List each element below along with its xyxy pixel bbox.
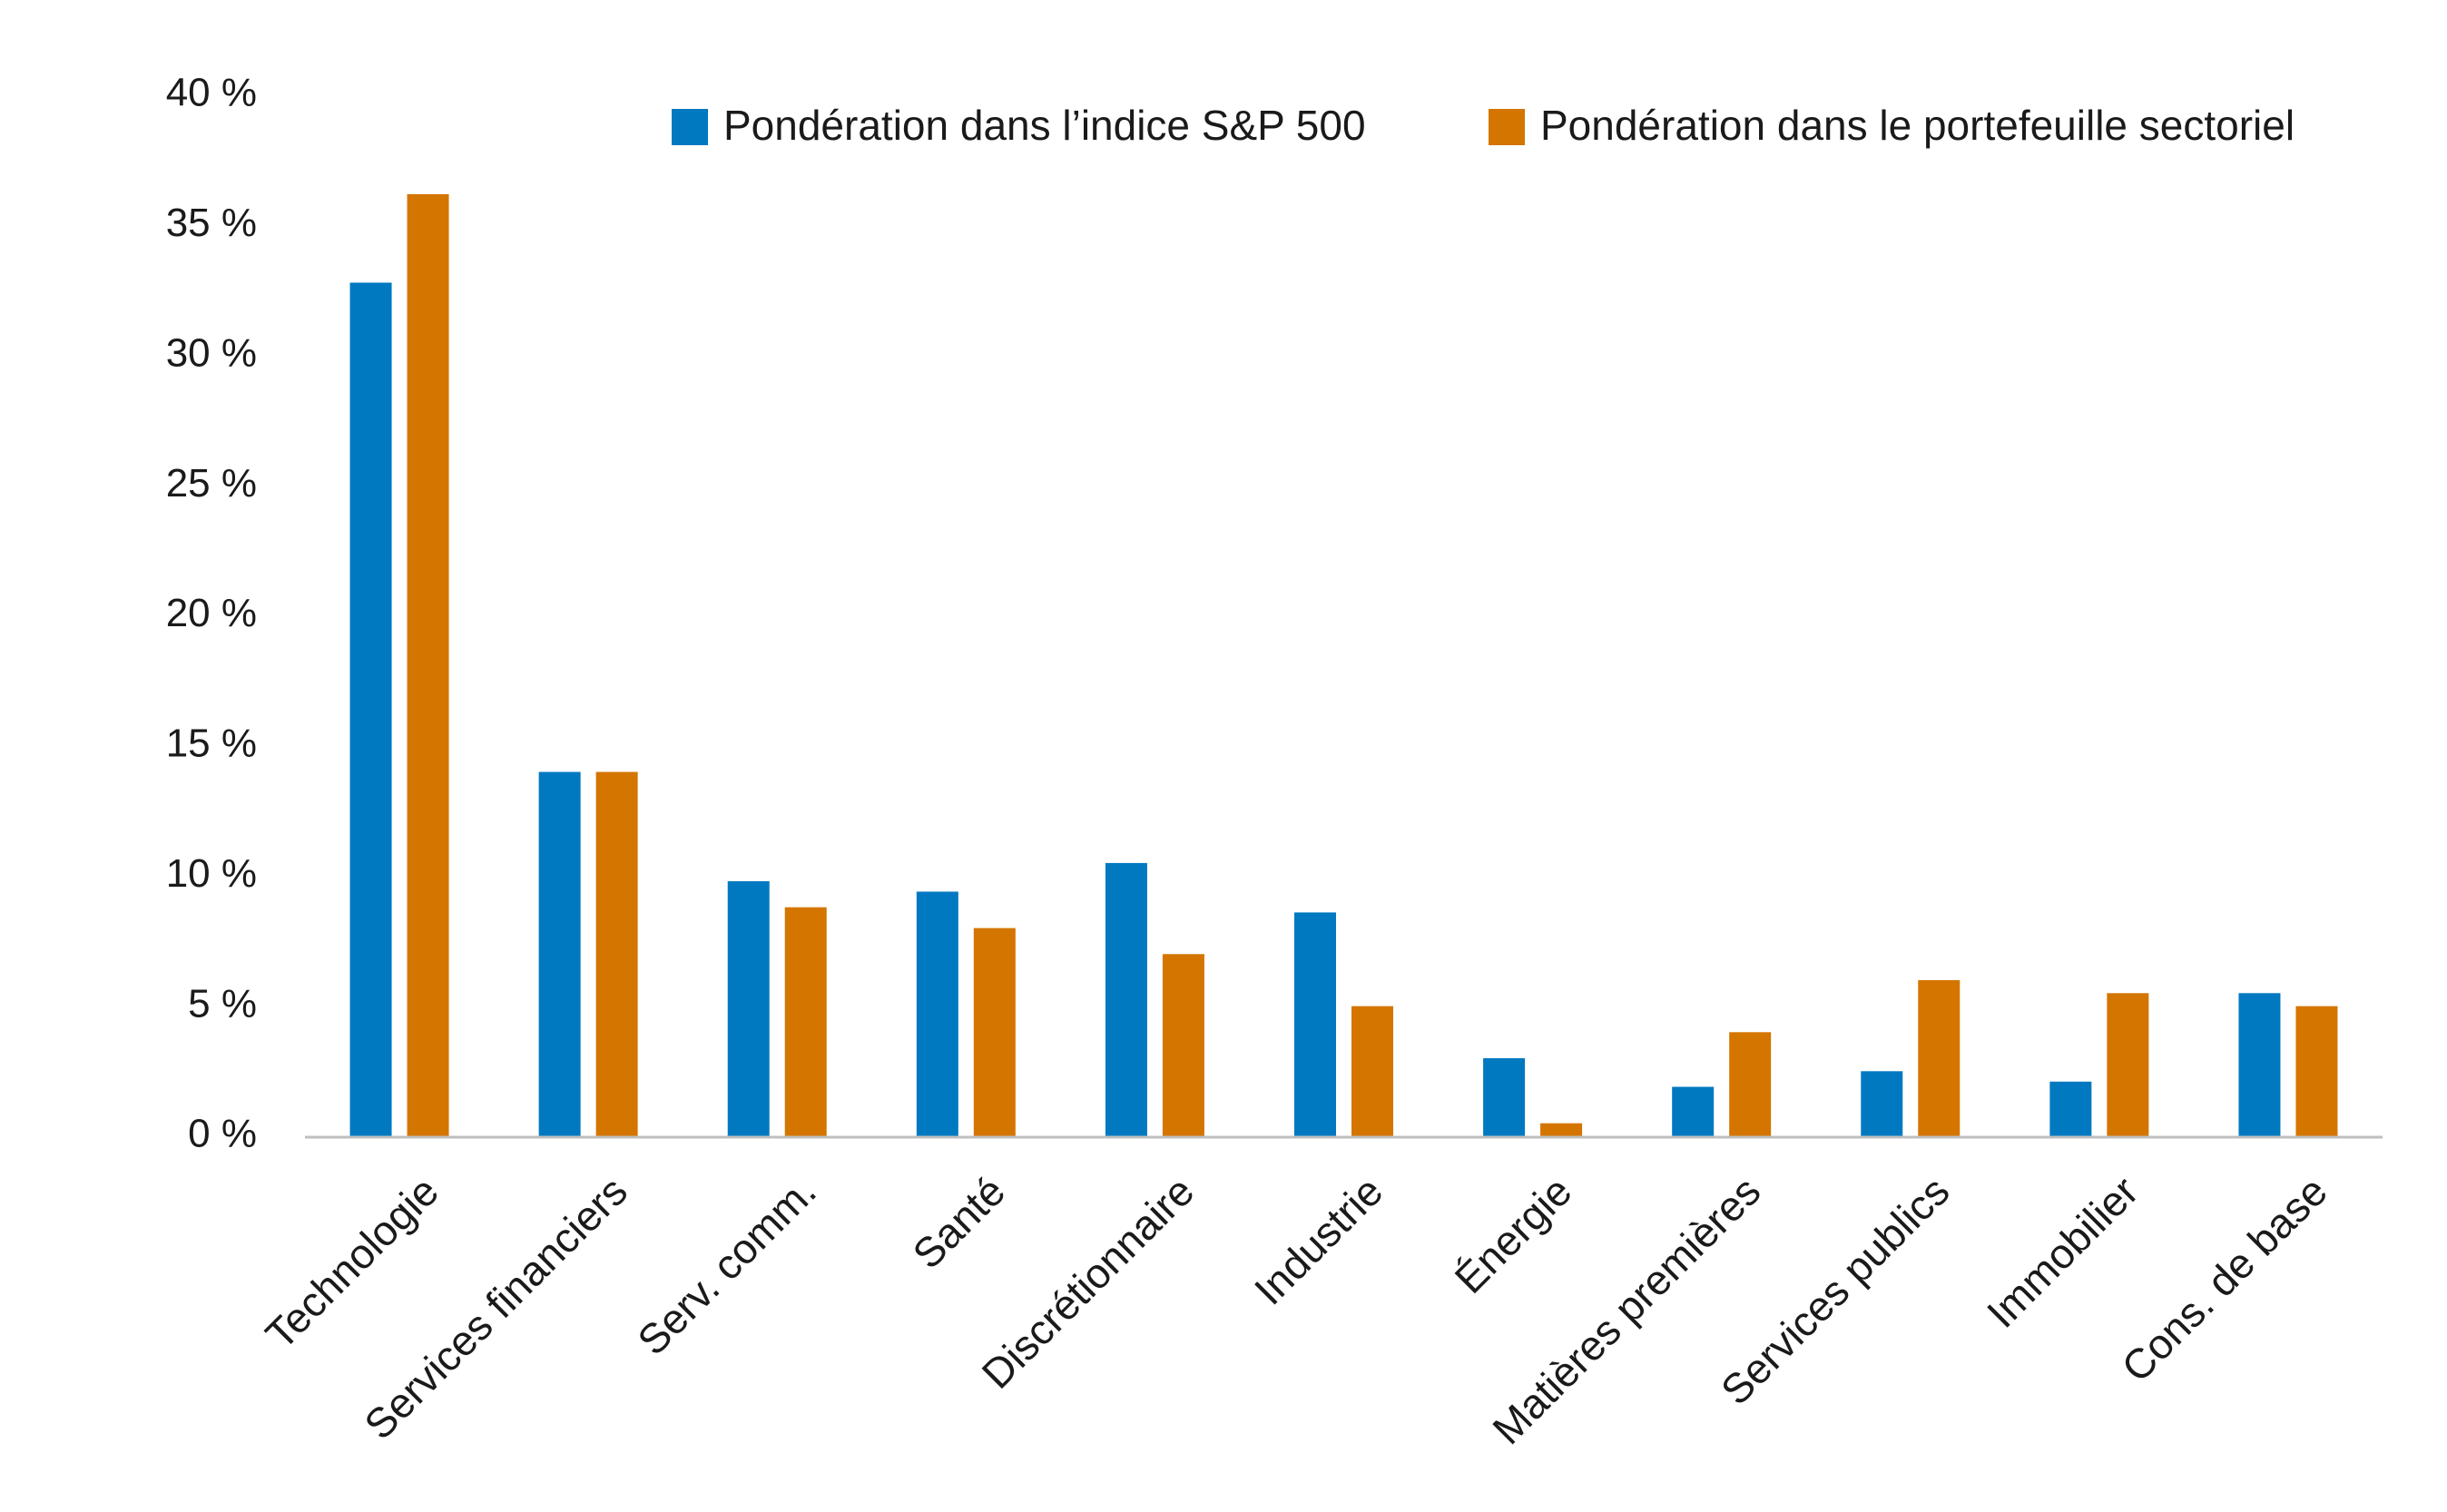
- bar-series-2-7: [1729, 1032, 1772, 1136]
- legend-label-2: Pondération dans le portefeuille sectori…: [1540, 102, 2295, 149]
- x-category-label: Technologie: [256, 1167, 447, 1358]
- bar-series-1-7: [1672, 1086, 1715, 1136]
- bar-series-1-1: [538, 771, 581, 1136]
- legend-swatch-1: [672, 109, 708, 145]
- bar-series-1-10: [2238, 993, 2281, 1136]
- x-category-label: Serv. comm.: [628, 1167, 825, 1364]
- bar-series-1-9: [2049, 1081, 2092, 1136]
- bar-series-2-1: [595, 771, 638, 1136]
- legend-swatch-2: [1489, 109, 1525, 145]
- y-tick-label: 0 %: [188, 1112, 257, 1156]
- y-tick-label: 40 %: [166, 71, 257, 115]
- legend-label-1: Pondération dans l’indice S&P 500: [723, 102, 1366, 149]
- bar-series-1-4: [1105, 862, 1147, 1136]
- bars: [349, 193, 2338, 1137]
- bar-series-2-2: [784, 907, 827, 1136]
- x-category-label: Industrie: [1245, 1167, 1392, 1314]
- x-category-label: Immobilier: [1978, 1167, 2147, 1337]
- y-tick-label: 35 %: [166, 201, 257, 245]
- y-tick-label: 20 %: [166, 591, 257, 635]
- bar-series-2-5: [1351, 1006, 1393, 1136]
- bar-series-2-3: [973, 928, 1016, 1136]
- bar-series-2-8: [1918, 979, 1961, 1136]
- y-axis: 0 % 5 % 10 % 15 % 20 % 25 % 30 % 35 % 40 %: [166, 71, 257, 1156]
- bar-series-2-9: [2107, 993, 2149, 1136]
- y-tick-label: 5 %: [188, 981, 257, 1026]
- y-tick-label: 10 %: [166, 851, 257, 896]
- bar-series-1-6: [1483, 1057, 1526, 1136]
- legend: Pondération dans l’indice S&P 500 Pondéra…: [672, 102, 2295, 149]
- bar-series-1-2: [727, 880, 770, 1136]
- x-category-label: Santé: [903, 1167, 1014, 1278]
- bar-series-2-6: [1540, 1123, 1583, 1136]
- x-category-label: Énergie: [1446, 1167, 1581, 1302]
- bar-series-2-4: [1162, 954, 1204, 1136]
- bar-series-1-0: [349, 282, 392, 1137]
- bar-series-2-0: [407, 193, 449, 1137]
- bar-series-2-10: [2295, 1006, 2338, 1136]
- y-tick-label: 30 %: [166, 330, 257, 375]
- bar-series-1-8: [1861, 1071, 1903, 1136]
- y-tick-label: 15 %: [166, 722, 257, 766]
- bar-series-1-3: [916, 891, 958, 1136]
- y-tick-label: 25 %: [166, 461, 257, 506]
- bar-series-1-5: [1294, 912, 1336, 1136]
